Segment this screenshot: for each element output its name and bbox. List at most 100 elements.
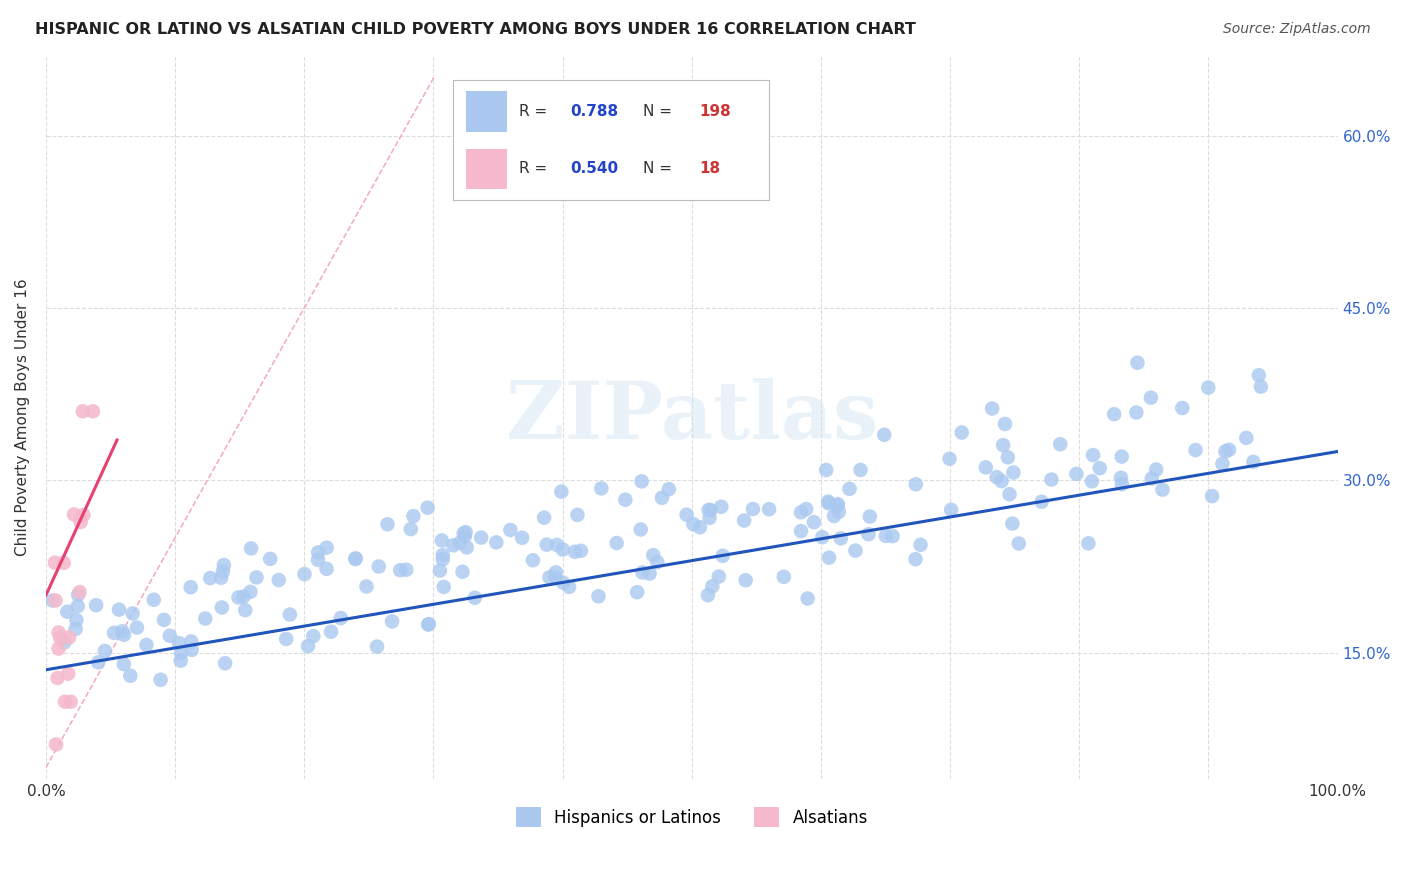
- Text: HISPANIC OR LATINO VS ALSATIAN CHILD POVERTY AMONG BOYS UNDER 16 CORRELATION CHA: HISPANIC OR LATINO VS ALSATIAN CHILD POV…: [35, 22, 917, 37]
- Point: [108, 602, 131, 616]
- Point: [794, 502, 817, 516]
- Point: [170, 654, 193, 668]
- Point: [418, 617, 440, 632]
- Point: [606, 536, 628, 550]
- Point: [432, 548, 454, 562]
- Point: [1215, 444, 1237, 458]
- Point: [875, 529, 897, 543]
- Point: [103, 625, 125, 640]
- Point: [112, 657, 135, 671]
- Point: [551, 542, 574, 557]
- Point: [485, 535, 508, 549]
- Point: [1081, 448, 1104, 462]
- Point: [451, 565, 474, 579]
- Point: [153, 613, 176, 627]
- Point: [811, 530, 834, 544]
- Point: [180, 634, 202, 648]
- Point: [696, 588, 718, 602]
- Point: [53, 695, 76, 709]
- Point: [986, 470, 1008, 484]
- Point: [72, 404, 94, 418]
- Point: [551, 575, 574, 590]
- Point: [950, 425, 973, 440]
- Point: [297, 639, 319, 653]
- Point: [1066, 467, 1088, 481]
- Point: [910, 538, 932, 552]
- Point: [904, 552, 927, 566]
- Point: [817, 496, 839, 510]
- Point: [772, 570, 794, 584]
- Point: [259, 552, 281, 566]
- Point: [859, 509, 882, 524]
- Point: [159, 629, 181, 643]
- Point: [454, 525, 477, 540]
- Point: [699, 510, 721, 524]
- Point: [1247, 368, 1270, 383]
- Point: [228, 591, 250, 605]
- Point: [1088, 461, 1111, 475]
- Point: [49, 631, 72, 645]
- Point: [149, 673, 172, 687]
- Point: [402, 509, 425, 524]
- Point: [307, 545, 329, 559]
- Point: [294, 567, 316, 582]
- Point: [212, 565, 235, 579]
- Point: [180, 580, 202, 594]
- Point: [432, 552, 454, 566]
- Point: [170, 646, 193, 660]
- Point: [56, 666, 79, 681]
- Point: [456, 541, 478, 555]
- Point: [830, 532, 852, 546]
- Point: [454, 529, 477, 543]
- Point: [1144, 462, 1167, 476]
- Point: [120, 669, 142, 683]
- Point: [416, 617, 439, 632]
- Point: [1031, 494, 1053, 508]
- Point: [990, 474, 1012, 488]
- Point: [41, 593, 63, 607]
- Point: [1049, 437, 1071, 451]
- Point: [1184, 443, 1206, 458]
- Point: [994, 417, 1017, 431]
- Point: [233, 603, 256, 617]
- Point: [710, 500, 733, 514]
- Point: [904, 477, 927, 491]
- Point: [651, 491, 673, 505]
- Point: [315, 562, 337, 576]
- Point: [59, 695, 82, 709]
- Point: [416, 500, 439, 515]
- Point: [63, 508, 86, 522]
- Point: [818, 550, 841, 565]
- Point: [111, 624, 134, 639]
- Point: [630, 475, 652, 489]
- Point: [52, 556, 75, 570]
- Point: [366, 640, 388, 654]
- Point: [643, 548, 665, 562]
- Point: [302, 629, 325, 643]
- Point: [658, 482, 681, 496]
- Point: [790, 505, 813, 519]
- Point: [1008, 536, 1031, 550]
- Point: [849, 463, 872, 477]
- Point: [734, 573, 756, 587]
- Point: [536, 538, 558, 552]
- Point: [214, 657, 236, 671]
- Point: [974, 460, 997, 475]
- Point: [209, 571, 232, 585]
- Point: [499, 523, 522, 537]
- Point: [630, 523, 652, 537]
- Point: [591, 482, 613, 496]
- Point: [828, 505, 851, 519]
- Point: [212, 558, 235, 572]
- Point: [838, 482, 860, 496]
- Text: ZIPatlas: ZIPatlas: [506, 378, 877, 456]
- Point: [367, 559, 389, 574]
- Point: [733, 513, 755, 527]
- Point: [45, 593, 67, 607]
- Point: [329, 611, 352, 625]
- Point: [278, 607, 301, 622]
- Point: [711, 549, 734, 563]
- Point: [276, 632, 298, 646]
- Point: [803, 515, 825, 529]
- Point: [790, 524, 813, 538]
